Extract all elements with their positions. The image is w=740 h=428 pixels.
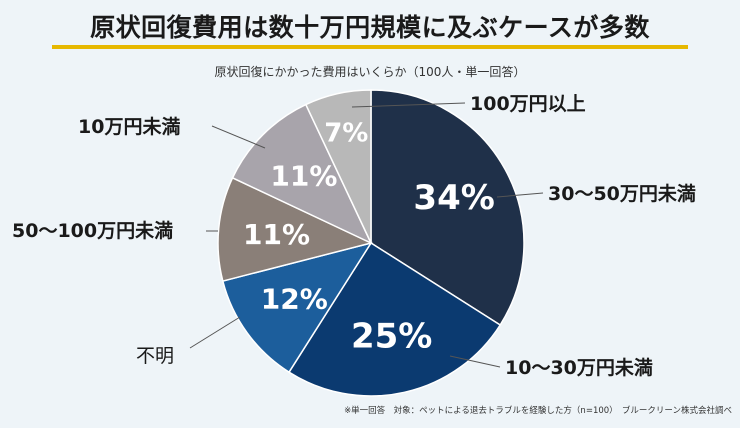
category-label: 30〜50万円未満 bbox=[548, 182, 696, 205]
slice-percent-label: 25% bbox=[351, 316, 432, 356]
chart-title: 原状回復費用は数十万円規模に及ぶケースが多数 bbox=[90, 13, 650, 42]
pie-slice bbox=[287, 241, 502, 397]
category-label: 50〜100万円未満 bbox=[12, 219, 173, 242]
chart-subtitle: 原状回復にかかった費用はいくらか（100人・単一回答） bbox=[214, 65, 526, 79]
category-label: 10〜30万円未満 bbox=[505, 356, 653, 379]
pie-slice bbox=[217, 176, 374, 282]
category-label: 10万円未満 bbox=[78, 115, 180, 138]
slice-percent-label: 11% bbox=[243, 218, 310, 251]
leader-line bbox=[449, 355, 501, 368]
category-label: 100万円以上 bbox=[470, 93, 586, 115]
pie-slice bbox=[221, 241, 373, 374]
leader-line bbox=[211, 125, 266, 149]
title-underline bbox=[52, 45, 688, 49]
pie-slice bbox=[370, 89, 525, 327]
footnote: ※単一回答 対象：ペットによる退去トラブルを経験した方（n=100） ブルークリ… bbox=[344, 406, 732, 416]
slice-percent-label: 11% bbox=[270, 160, 337, 193]
leader-line bbox=[351, 102, 466, 108]
leader-line bbox=[189, 316, 241, 349]
pie-slice bbox=[304, 89, 372, 244]
pie-slice bbox=[231, 103, 373, 245]
slice-percent-label: 12% bbox=[261, 283, 328, 316]
slice-percent-label: 7% bbox=[324, 119, 368, 149]
slice-percent-label: 34% bbox=[413, 178, 494, 218]
category-label: 不明 bbox=[136, 345, 174, 367]
leader-line bbox=[496, 192, 544, 198]
